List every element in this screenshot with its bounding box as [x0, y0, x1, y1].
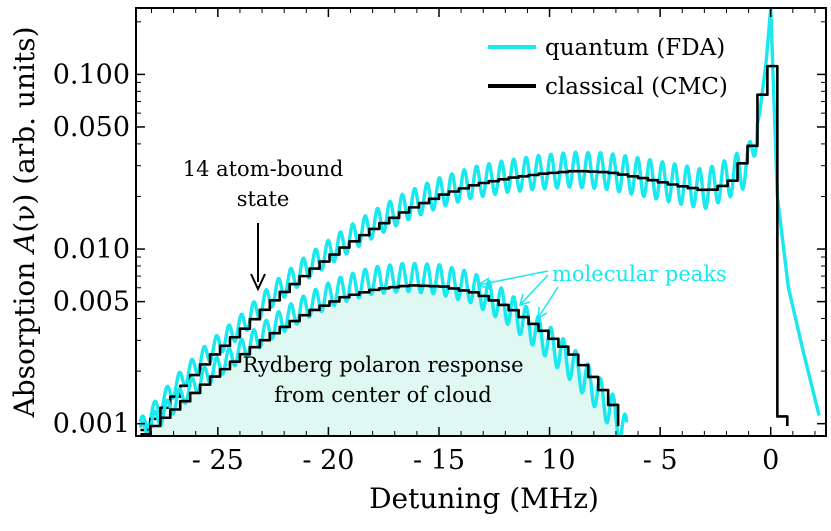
- y-tick-label: 0.001: [53, 409, 130, 440]
- y-axis-title: Absorption A(ν) (arb. units): [8, 27, 41, 419]
- legend-label-classical: classical (CMC): [545, 74, 728, 100]
- axis-ticks: - 25 - 20 - 15 - 10 - 5 0 0.001 0.005 0.010 0.050…: [53, 8, 826, 476]
- molecular-peaks-label: molecular peaks: [552, 262, 727, 286]
- y-axis-title-prefix: Absorption: [8, 253, 41, 419]
- x-tick-label: - 25: [192, 445, 244, 476]
- plot-frame: [135, 7, 827, 437]
- series-classical-center-of-cloud: [140, 284, 620, 436]
- y-tick-label: 0.005: [53, 287, 130, 318]
- annotations: 14 atom-bound state molecular peaks Rydb…: [183, 157, 727, 407]
- series-classical-full-cloud: [140, 64, 789, 432]
- bound-state-label-line2: state: [237, 187, 290, 211]
- x-tick-label: - 5: [643, 445, 678, 476]
- x-tick-label: 0: [762, 445, 779, 476]
- fill-area-center-of-cloud: [140, 285, 621, 436]
- bound-state-label-line1: 14 atom-bound: [183, 157, 344, 181]
- series-layer: [138, 8, 821, 436]
- series-quantum-center-of-cloud: [138, 261, 629, 436]
- bound-state-arrowhead: [250, 273, 266, 292]
- polaron-label-line1: Rydberg polaron response: [242, 353, 523, 377]
- y-axis-title-suffix: (ν) (arb. units): [8, 27, 41, 233]
- molecular-peaks-arrow-2: [518, 274, 549, 307]
- polaron-label-line2: from center of cloud: [274, 383, 492, 407]
- y-tick-label: 0.010: [53, 234, 130, 265]
- y-tick-label: 0.100: [53, 59, 130, 90]
- x-axis-title: Detuning (MHz): [369, 482, 599, 515]
- y-axis-title-symbol: A: [8, 233, 41, 256]
- legend-label-quantum: quantum (FDA): [545, 35, 725, 61]
- polaron-fill-area: [140, 285, 621, 436]
- x-tick-label: - 10: [524, 445, 576, 476]
- x-tick-label: - 20: [302, 445, 354, 476]
- molecular-peaks-arrow-1: [476, 270, 549, 290]
- legend: quantum (FDA) classical (CMC): [488, 35, 728, 100]
- molecular-peaks-arrow-3: [537, 286, 559, 320]
- x-tick-label: - 15: [413, 445, 465, 476]
- y-tick-label: 0.050: [53, 112, 130, 143]
